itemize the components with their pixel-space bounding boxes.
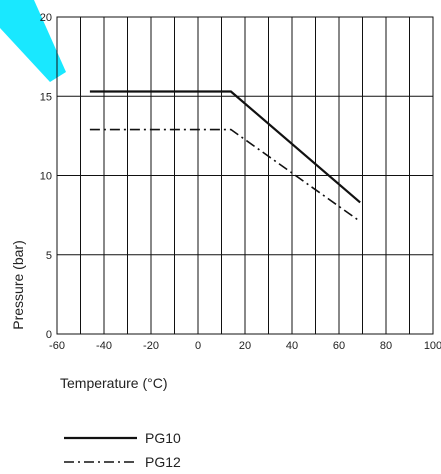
series xyxy=(89,90,361,223)
series-line-pg10 xyxy=(89,90,361,204)
x-tick-label: 40 xyxy=(286,340,298,352)
x-tick-label: -20 xyxy=(143,340,159,352)
y-tick-label: 5 xyxy=(46,250,52,262)
y-tick-label: 0 xyxy=(46,329,52,341)
legend: PG10 PG12 xyxy=(64,430,181,470)
x-tick-label: -60 xyxy=(49,340,65,352)
y-axis-label: Pressure (bar) xyxy=(10,240,26,329)
y-tick-label: 15 xyxy=(40,91,52,103)
x-tick-label: 20 xyxy=(239,340,251,352)
legend-label-pg10: PG10 xyxy=(145,430,181,446)
series-line-pg12 xyxy=(89,128,361,223)
legend-label-pg12: PG12 xyxy=(145,454,181,470)
tick-labels: -60 -40 -20 0 20 40 60 80 100 0 5 10 15 20 xyxy=(40,12,441,352)
x-tick-label: -40 xyxy=(96,340,112,352)
corner-accent-shape xyxy=(0,0,66,82)
x-tick-label: 100 xyxy=(424,340,441,352)
y-tick-label: 10 xyxy=(40,171,52,183)
x-axis-label: Temperature (°C) xyxy=(60,375,168,391)
x-tick-label: 0 xyxy=(195,340,201,352)
grid xyxy=(56,16,434,335)
y-tick-label: 20 xyxy=(40,12,52,24)
x-tick-label: 80 xyxy=(380,340,392,352)
x-tick-label: 60 xyxy=(333,340,345,352)
